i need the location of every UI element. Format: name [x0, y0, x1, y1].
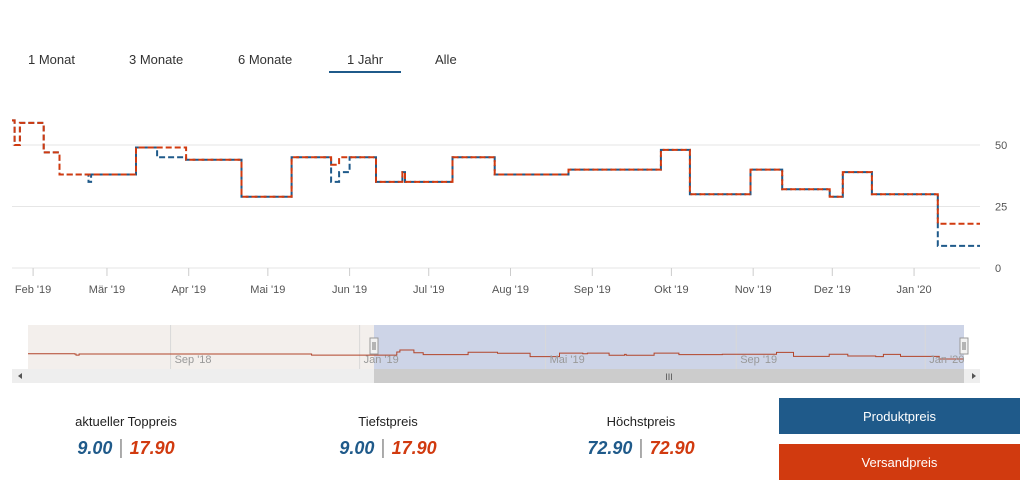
stat-label: Tiefstpreis [358, 414, 418, 429]
stat-highest: Höchstpreis 72.90 | 72.90 [541, 414, 741, 460]
navigator-grid [170, 325, 926, 369]
x-tick-label: Sep '19 [574, 284, 611, 296]
x-tick-label: Okt '19 [654, 284, 689, 296]
x-tick-label: Nov '19 [735, 284, 772, 296]
y-tick-label: 25 [995, 202, 1007, 214]
stat-produkt-value: 9.00 [77, 438, 113, 458]
navigator-axis: Sep '18 Jan '19 Mai '19 Sep '19 Jan '20 [175, 354, 965, 366]
series-line-versandpreis [12, 119, 980, 225]
x-axis: Feb '19 Mär '19 Apr '19 Mai '19 Jun '19 Jul '… [15, 268, 932, 296]
stat-label: aktueller Toppreis [75, 414, 177, 429]
scroll-right-icon[interactable] [972, 373, 976, 379]
navigator-handle-left[interactable] [369, 337, 379, 355]
navigator-tick-label: Jan '19 [364, 354, 399, 366]
navigator-tick-label: Sep '18 [175, 354, 212, 366]
chart-series [12, 119, 980, 247]
tab-1-jahr[interactable]: 1 Jahr [329, 52, 402, 73]
stat-versand-value: 17.90 [391, 438, 437, 458]
x-tick-label: Mär '19 [89, 284, 125, 296]
price-chart: Feb '19 Mär '19 Apr '19 Mai '19 Jun '19 Jul '… [12, 119, 1007, 296]
tab-1-monat[interactable]: 1 Monat [28, 52, 75, 67]
stat-versand-value: 17.90 [129, 438, 175, 458]
x-tick-label: Jun '19 [332, 284, 367, 296]
y-tick-label: 0 [995, 263, 1001, 275]
chart-grid [12, 144, 980, 269]
tab-alle[interactable]: Alle [435, 52, 457, 67]
x-tick-label: Jan '20 [896, 284, 931, 296]
y-axis: 0 25 50 [995, 140, 1007, 275]
stat-separator: | [380, 437, 386, 459]
x-tick-label: Aug '19 [492, 284, 529, 296]
stat-current-best: aktueller Toppreis 9.00 | 17.90 [26, 414, 226, 460]
tab-6-monate[interactable]: 6 Monate [238, 52, 293, 67]
x-tick-label: Mai '19 [250, 284, 285, 296]
legend-produktpreis-button[interactable]: Produktpreis [779, 398, 1020, 434]
navigator-tick-label: Sep '19 [740, 354, 777, 366]
y-tick-label: 50 [995, 140, 1007, 152]
navigator-selected-range[interactable] [374, 325, 964, 369]
stat-produkt-value: 9.00 [339, 438, 375, 458]
legend-versandpreis-button[interactable]: Versandpreis [779, 444, 1020, 480]
stat-separator: | [118, 437, 124, 459]
scroll-left-icon[interactable] [18, 373, 22, 379]
navigator-scrollbar-thumb[interactable] [374, 369, 964, 383]
stat-lowest: Tiefstpreis 9.00 | 17.90 [288, 414, 488, 460]
stat-versand-value: 72.90 [649, 438, 695, 458]
range-tabs: 1 Monat 3 Monate 6 Monate 1 Jahr Alle [0, 52, 480, 78]
tab-3-monate[interactable]: 3 Monate [129, 52, 184, 67]
range-navigator[interactable]: Sep '18 Jan '19 Mai '19 Sep '19 Jan '20 III [0, 320, 1024, 386]
x-tick-label: Jul '19 [413, 284, 444, 296]
x-tick-label: Feb '19 [15, 284, 51, 296]
stat-separator: | [638, 437, 644, 459]
x-tick-label: Dez '19 [814, 284, 851, 296]
stat-label: Höchstpreis [606, 414, 676, 429]
navigator-tick-label: Jan '20 [929, 354, 964, 366]
navigator-series-line [28, 349, 964, 360]
x-tick-label: Apr '19 [171, 284, 206, 296]
scrollbar-grip-icon: III [665, 372, 673, 382]
series-line-produktpreis [12, 119, 980, 247]
stat-produkt-value: 72.90 [587, 438, 633, 458]
navigator-tick-label: Mai '19 [550, 354, 585, 366]
navigator-handle-right[interactable] [959, 337, 969, 355]
